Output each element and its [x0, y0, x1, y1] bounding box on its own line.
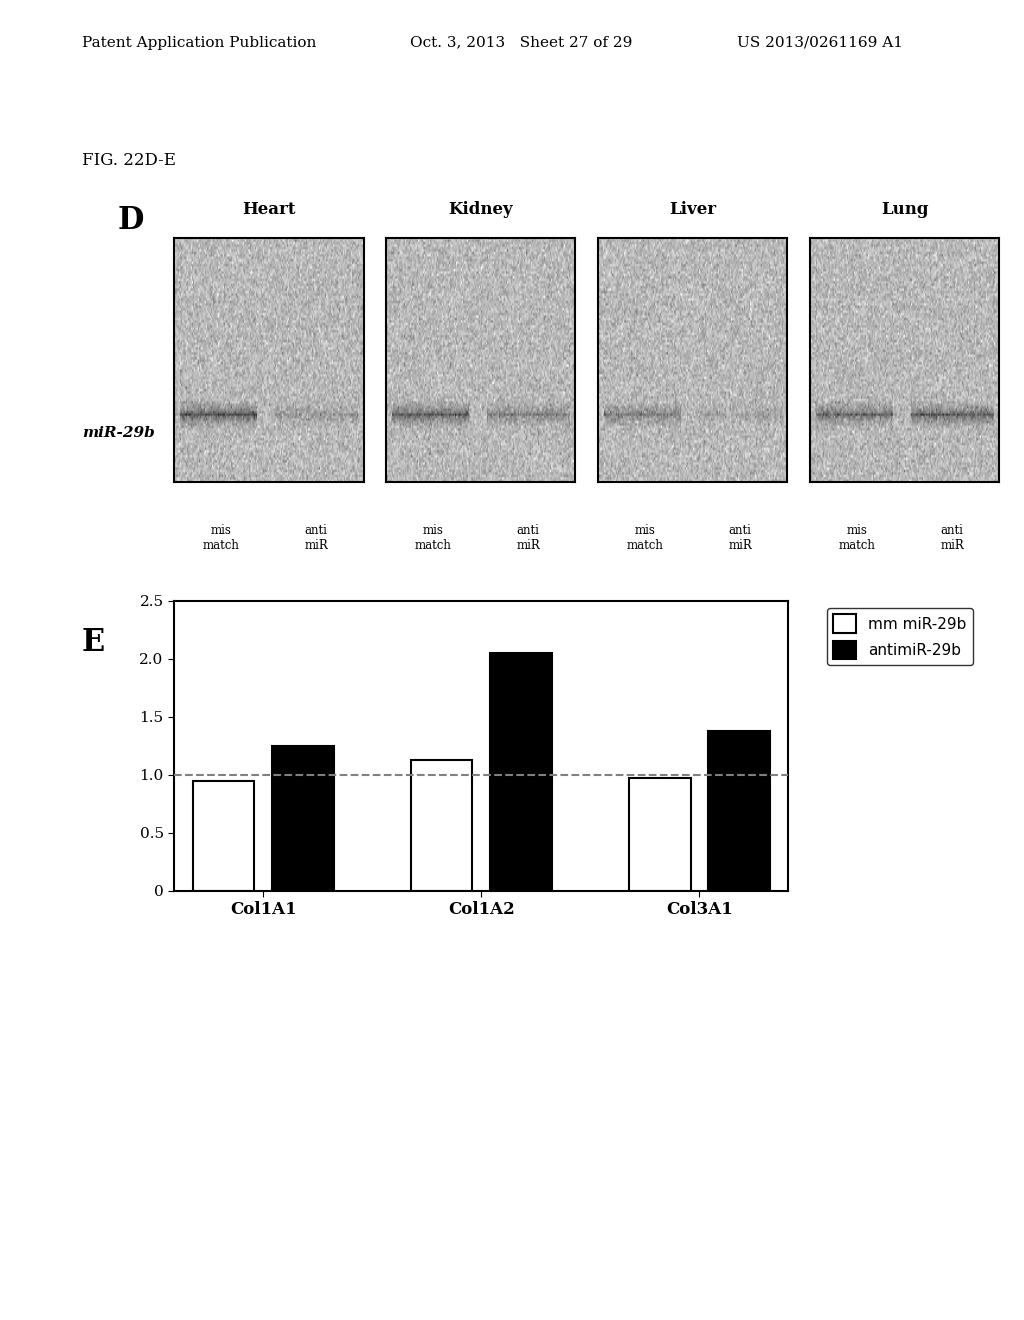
Text: anti
miR: anti miR [728, 524, 752, 552]
Bar [272, 746, 334, 891]
Legend: mm miR-29b, antimiR-29b: mm miR-29b, antimiR-29b [826, 609, 973, 665]
Text: Liver: Liver [669, 201, 717, 218]
Text: Heart: Heart [242, 201, 296, 218]
Text: mis
match: mis match [627, 524, 664, 552]
Text: mis
match: mis match [415, 524, 452, 552]
Bar [629, 779, 690, 891]
Text: FIG. 22D-E: FIG. 22D-E [82, 152, 176, 169]
Bar [490, 653, 552, 891]
Text: Kidney: Kidney [449, 201, 513, 218]
Text: miR-29b: miR-29b [82, 426, 155, 440]
Text: Patent Application Publication: Patent Application Publication [82, 36, 316, 50]
Text: Oct. 3, 2013   Sheet 27 of 29: Oct. 3, 2013 Sheet 27 of 29 [410, 36, 632, 50]
Text: anti
miR: anti miR [940, 524, 964, 552]
Text: mis
match: mis match [203, 524, 240, 552]
Bar [709, 731, 770, 891]
Bar [193, 780, 254, 891]
Text: anti
miR: anti miR [304, 524, 328, 552]
Text: mis
match: mis match [839, 524, 876, 552]
Text: Lung: Lung [881, 201, 929, 218]
Text: E: E [82, 627, 105, 657]
Text: D: D [118, 205, 144, 235]
Bar [411, 760, 472, 891]
Text: anti
miR: anti miR [516, 524, 540, 552]
Text: US 2013/0261169 A1: US 2013/0261169 A1 [737, 36, 903, 50]
